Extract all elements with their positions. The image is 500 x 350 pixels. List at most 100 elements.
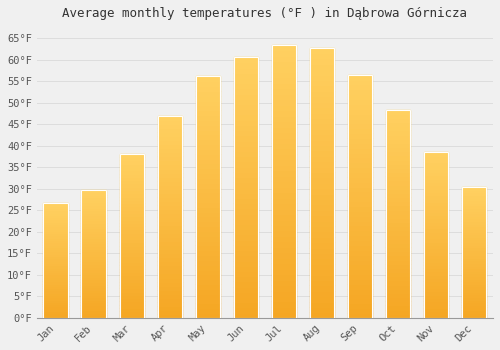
Bar [386, 305, 410, 309]
Bar [120, 167, 144, 170]
Bar [234, 208, 258, 214]
Bar [82, 277, 106, 279]
Bar [158, 286, 182, 289]
Bar [234, 182, 258, 188]
Bar [234, 161, 258, 167]
Bar [234, 193, 258, 198]
Bar [196, 100, 220, 105]
Bar [310, 183, 334, 188]
Bar [462, 187, 486, 318]
Bar [120, 233, 144, 236]
Bar [120, 164, 144, 167]
Bar [424, 258, 448, 261]
Bar [44, 279, 68, 281]
Bar [234, 250, 258, 255]
Bar [158, 181, 182, 185]
Bar [234, 62, 258, 68]
Bar [158, 169, 182, 173]
Bar [120, 229, 144, 233]
Bar [196, 284, 220, 289]
Bar [234, 141, 258, 146]
Bar [196, 255, 220, 260]
Bar [44, 297, 68, 300]
Bar [386, 164, 410, 168]
Bar [386, 251, 410, 256]
Bar [234, 245, 258, 250]
Bar [272, 209, 296, 214]
Bar [462, 315, 486, 318]
Bar [120, 246, 144, 249]
Bar [196, 130, 220, 134]
Bar [82, 238, 106, 241]
Bar [158, 294, 182, 298]
Bar [386, 172, 410, 176]
Bar [386, 309, 410, 314]
Bar [348, 250, 372, 255]
Bar [196, 313, 220, 318]
Bar [120, 154, 144, 318]
Bar [386, 205, 410, 210]
Bar [44, 270, 68, 272]
Bar [272, 236, 296, 241]
Bar [196, 265, 220, 270]
Bar [424, 285, 448, 288]
Bar [44, 313, 68, 316]
Bar [310, 145, 334, 150]
Bar [120, 157, 144, 161]
Bar [348, 187, 372, 191]
Bar [424, 182, 448, 186]
Bar [234, 214, 258, 219]
Bar [424, 222, 448, 225]
Bar [386, 272, 410, 276]
Bar [424, 215, 448, 218]
Bar [44, 242, 68, 245]
Bar [82, 264, 106, 267]
Bar [120, 219, 144, 223]
Bar [272, 219, 296, 225]
Bar [82, 269, 106, 272]
Bar [462, 200, 486, 203]
Bar [82, 313, 106, 315]
Bar [158, 140, 182, 144]
Bar [234, 167, 258, 172]
Bar [462, 268, 486, 271]
Bar [462, 242, 486, 245]
Bar [120, 206, 144, 210]
Bar [424, 192, 448, 195]
Bar [234, 120, 258, 125]
Bar [44, 236, 68, 238]
Bar [424, 202, 448, 205]
Bar [424, 172, 448, 175]
Bar [310, 48, 334, 53]
Bar [310, 123, 334, 129]
Bar [196, 183, 220, 188]
Bar [82, 233, 106, 236]
Bar [310, 140, 334, 145]
Bar [158, 306, 182, 310]
Bar [462, 305, 486, 307]
Bar [462, 229, 486, 232]
Bar [310, 286, 334, 291]
Bar [82, 274, 106, 277]
Bar [462, 192, 486, 195]
Bar [386, 268, 410, 272]
Bar [348, 182, 372, 187]
Bar [272, 176, 296, 181]
Bar [196, 154, 220, 159]
Bar [82, 261, 106, 264]
Bar [462, 279, 486, 281]
Bar [348, 114, 372, 119]
Bar [44, 263, 68, 265]
Bar [234, 125, 258, 130]
Bar [158, 289, 182, 294]
Bar [120, 154, 144, 157]
Bar [82, 256, 106, 259]
Bar [44, 245, 68, 247]
Bar [82, 236, 106, 238]
Bar [120, 282, 144, 285]
Bar [234, 287, 258, 292]
Bar [424, 245, 448, 248]
Bar [44, 288, 68, 290]
Bar [82, 285, 106, 287]
Bar [120, 295, 144, 298]
